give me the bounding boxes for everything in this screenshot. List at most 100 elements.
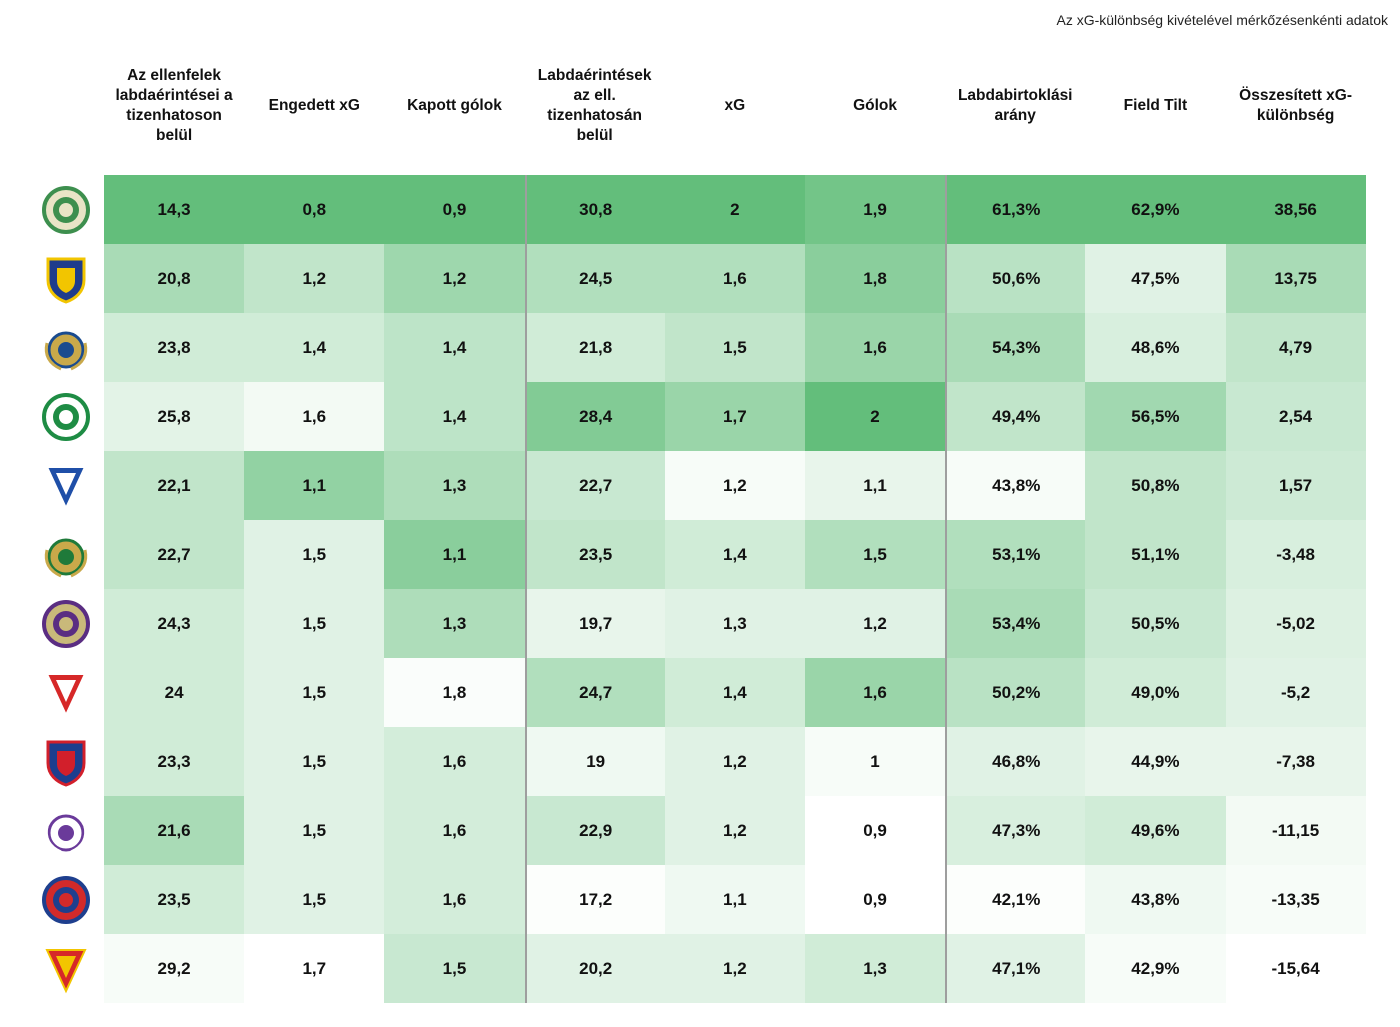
table-cell: 1,7 xyxy=(244,934,385,1003)
table-cell: 23,5 xyxy=(104,865,245,934)
table-cell: 50,2% xyxy=(945,658,1086,727)
table-cell: 1,6 xyxy=(804,658,946,727)
table-cell: 48,6% xyxy=(1085,313,1226,382)
table-cell: -11,15 xyxy=(1225,796,1366,865)
table-cell: 49,6% xyxy=(1085,796,1226,865)
table-row: 20,8 1,2 1,2 24,5 1,6 1,8 50,6% 47,5% 13,75 xyxy=(104,244,1366,313)
table-cell: 1,5 xyxy=(384,934,525,1003)
table-cell: 49,4% xyxy=(945,382,1086,451)
column-header: Engedett xG xyxy=(268,97,360,114)
table-cell: -15,64 xyxy=(1225,934,1366,1003)
table-cell: 44,9% xyxy=(1085,727,1226,796)
nyiregyhaza-crest-icon xyxy=(38,865,94,934)
table-cell: 19,7 xyxy=(524,589,665,658)
table-cell: 51,1% xyxy=(1085,520,1226,589)
dvsc-crest-icon xyxy=(38,658,94,727)
table-cell: 1,5 xyxy=(244,727,385,796)
table-cell: 1,5 xyxy=(244,658,385,727)
table-cell: 53,1% xyxy=(945,520,1086,589)
table-cell: 30,8 xyxy=(524,175,665,244)
table-row: 22,7 1,5 1,1 23,5 1,4 1,5 53,1% 51,1% -3,48 xyxy=(104,520,1366,589)
table-cell: 1,2 xyxy=(664,451,805,520)
table-cell: 1,1 xyxy=(664,865,805,934)
table-cell: 50,6% xyxy=(945,244,1086,313)
table-cell: 1,5 xyxy=(244,865,385,934)
table-row: 21,6 1,5 1,6 22,9 1,2 0,9 47,3% 49,6% -11,15 xyxy=(104,796,1366,865)
ferencvaros-crest-icon xyxy=(38,175,94,244)
table-cell: 53,4% xyxy=(945,589,1086,658)
table-cell: 47,5% xyxy=(1085,244,1226,313)
table-cell: 1,2 xyxy=(244,244,385,313)
table-row: 25,8 1,6 1,4 28,4 1,7 2 49,4% 56,5% 2,54 xyxy=(104,382,1366,451)
table-cell: 13,75 xyxy=(1225,244,1366,313)
table-cell: 1 xyxy=(804,727,946,796)
table-cell: 2 xyxy=(804,382,946,451)
table-cell: 0,9 xyxy=(804,865,946,934)
table-cell: 61,3% xyxy=(945,175,1086,244)
column-header: Labdabirtoklási arány xyxy=(957,87,1073,124)
table-cell: -5,02 xyxy=(1225,589,1366,658)
column-header: Gólok xyxy=(853,97,897,114)
table-cell: 1,4 xyxy=(664,658,805,727)
table-cell: 1,3 xyxy=(804,934,946,1003)
kte-crest-icon xyxy=(38,796,94,865)
column-header: Az ellenfelek labdaérintései a tizenhato… xyxy=(115,67,233,144)
column-header: Összesített xG-különbség xyxy=(1239,87,1353,124)
dvtk-crest-icon xyxy=(38,934,94,1003)
table-cell: 46,8% xyxy=(945,727,1086,796)
table-cell: 1,2 xyxy=(384,244,525,313)
table-cell: 1,5 xyxy=(804,520,946,589)
table-cell: 1,9 xyxy=(804,175,946,244)
table-cell: -7,38 xyxy=(1225,727,1366,796)
table-cell: 1,2 xyxy=(664,727,805,796)
table-cell: 22,7 xyxy=(104,520,245,589)
ujpest-crest-icon xyxy=(38,589,94,658)
table-cell: 62,9% xyxy=(1085,175,1226,244)
column-header: Labdaérintések az ell. tizenhatosán belü… xyxy=(537,67,652,144)
table-cell: 1,6 xyxy=(384,865,525,934)
table-cell: 2,54 xyxy=(1225,382,1366,451)
table-cell: 1,2 xyxy=(804,589,946,658)
column-header: xG xyxy=(724,97,746,114)
column-header-row: Az ellenfelek labdaérintései a tizenhato… xyxy=(104,56,1366,156)
table-cell: 1,4 xyxy=(384,382,525,451)
table-cell: -3,48 xyxy=(1225,520,1366,589)
table-cell: 21,6 xyxy=(104,796,245,865)
table-cell: 0,9 xyxy=(384,175,525,244)
table-cell: 23,3 xyxy=(104,727,245,796)
table-cell: 1,6 xyxy=(244,382,385,451)
table-cell: 43,8% xyxy=(1085,865,1226,934)
table-cell: 21,8 xyxy=(524,313,665,382)
table-cell: 1,2 xyxy=(664,796,805,865)
table-cell: 22,7 xyxy=(524,451,665,520)
team-logo-column xyxy=(38,175,94,1003)
table-cell: 1,57 xyxy=(1225,451,1366,520)
table-cell: 1,6 xyxy=(384,727,525,796)
table-row: 24,3 1,5 1,3 19,7 1,3 1,2 53,4% 50,5% -5,02 xyxy=(104,589,1366,658)
table-cell: 1,6 xyxy=(804,313,946,382)
table-cell: 1,2 xyxy=(664,934,805,1003)
table-cell: -5,2 xyxy=(1225,658,1366,727)
table-cell: 38,56 xyxy=(1225,175,1366,244)
table-cell: 14,3 xyxy=(104,175,245,244)
table-cell: 1,1 xyxy=(804,451,946,520)
puskas-akademia-crest-icon xyxy=(38,244,94,313)
zte-crest-icon xyxy=(38,451,94,520)
table-row: 23,8 1,4 1,4 21,8 1,5 1,6 54,3% 48,6% 4,79 xyxy=(104,313,1366,382)
table-cell: 1,5 xyxy=(664,313,805,382)
table-cell: 22,9 xyxy=(524,796,665,865)
table-cell: 1,5 xyxy=(244,589,385,658)
table-cell: 56,5% xyxy=(1085,382,1226,451)
table-cell: 24,7 xyxy=(524,658,665,727)
table-cell: -13,35 xyxy=(1225,865,1366,934)
table-cell: 1,3 xyxy=(384,451,525,520)
table-cell: 17,2 xyxy=(524,865,665,934)
table-cell: 20,8 xyxy=(104,244,245,313)
table-cell: 47,1% xyxy=(945,934,1086,1003)
table-cell: 22,1 xyxy=(104,451,245,520)
table-cell: 1,1 xyxy=(384,520,525,589)
fehervar-crest-icon xyxy=(38,727,94,796)
table-cell: 1,4 xyxy=(384,313,525,382)
table-cell: 28,4 xyxy=(524,382,665,451)
table-cell: 1,5 xyxy=(244,520,385,589)
